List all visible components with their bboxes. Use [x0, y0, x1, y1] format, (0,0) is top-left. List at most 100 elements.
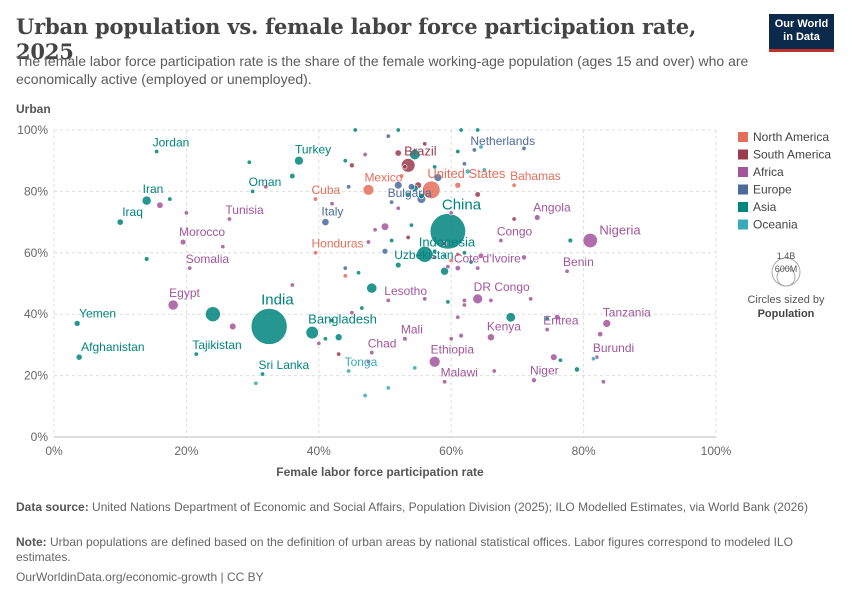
region-legend[interactable]: North America South America Africa Europe As… [738, 130, 831, 232]
data-point[interactable] [167, 299, 179, 311]
data-point[interactable] [73, 320, 81, 327]
data-point[interactable] [429, 213, 466, 250]
data-point[interactable] [591, 356, 597, 362]
data-point[interactable] [428, 356, 441, 368]
data-point[interactable] [475, 127, 481, 133]
data-point[interactable] [528, 296, 534, 302]
data-point[interactable] [187, 265, 193, 271]
legend-label[interactable]: North America [753, 130, 829, 144]
data-point[interactable] [366, 282, 378, 294]
data-point[interactable] [475, 265, 481, 271]
legend-swatch[interactable] [738, 132, 748, 142]
data-point[interactable] [461, 161, 467, 167]
data-point[interactable] [402, 336, 408, 342]
data-point[interactable] [346, 368, 352, 374]
data-point[interactable] [229, 322, 237, 331]
data-point[interactable] [250, 308, 288, 345]
data-point[interactable] [567, 237, 574, 244]
data-point[interactable] [294, 155, 304, 166]
data-point[interactable] [389, 199, 395, 205]
data-point[interactable] [416, 246, 433, 263]
data-point[interactable] [205, 306, 221, 322]
data-point[interactable] [385, 297, 391, 303]
legend-label[interactable]: Oceania [753, 218, 798, 232]
data-point[interactable] [394, 181, 403, 190]
data-point[interactable] [289, 282, 295, 288]
data-point[interactable] [321, 218, 330, 227]
data-point[interactable] [359, 305, 365, 311]
data-point[interactable] [557, 357, 563, 363]
data-point[interactable] [418, 192, 425, 200]
data-point[interactable] [116, 218, 124, 226]
data-point[interactable] [531, 377, 537, 383]
legend-swatch[interactable] [738, 202, 748, 212]
data-point[interactable] [183, 210, 189, 216]
data-point[interactable] [442, 241, 448, 247]
data-point[interactable] [487, 333, 495, 342]
data-point[interactable] [362, 393, 368, 399]
data-point[interactable] [408, 222, 414, 228]
data-point[interactable] [349, 310, 355, 316]
data-point[interactable] [346, 184, 352, 190]
data-point[interactable] [432, 254, 438, 260]
data-point[interactable] [405, 191, 411, 197]
data-point[interactable] [554, 314, 561, 321]
data-point[interactable] [422, 180, 441, 199]
data-point[interactable] [597, 331, 604, 338]
data-point[interactable] [477, 252, 485, 259]
data-point[interactable] [544, 327, 550, 333]
legend-label[interactable]: South America [753, 148, 831, 162]
data-point[interactable] [498, 238, 504, 244]
data-point[interactable] [461, 297, 467, 303]
data-point[interactable] [316, 340, 322, 346]
legend-swatch[interactable] [738, 167, 748, 177]
data-point[interactable] [455, 314, 461, 320]
data-point[interactable] [220, 244, 226, 250]
data-point[interactable] [491, 368, 497, 374]
data-point[interactable] [464, 168, 471, 175]
data-point[interactable] [521, 254, 527, 261]
data-point[interactable] [342, 265, 348, 271]
data-point[interactable] [193, 351, 199, 357]
data-point[interactable] [402, 164, 408, 170]
data-point[interactable] [226, 216, 232, 222]
data-point[interactable] [75, 353, 83, 361]
data-point[interactable] [394, 149, 402, 157]
data-point[interactable] [312, 250, 318, 256]
legend-swatch[interactable] [738, 184, 748, 195]
legend-label[interactable]: Africa [753, 165, 784, 179]
data-point[interactable] [534, 214, 541, 221]
data-point[interactable] [380, 222, 390, 231]
data-point[interactable] [289, 172, 296, 180]
data-point[interactable] [458, 333, 464, 339]
data-point[interactable] [445, 264, 451, 270]
data-point[interactable] [156, 201, 164, 209]
data-point[interactable] [422, 141, 428, 147]
data-point[interactable] [521, 145, 527, 151]
data-point[interactable] [432, 164, 438, 170]
data-point[interactable] [422, 296, 428, 302]
data-point[interactable] [342, 273, 348, 279]
data-point[interactable] [448, 257, 454, 263]
data-point[interactable] [246, 159, 252, 165]
data-point[interactable] [141, 195, 152, 206]
data-point[interactable] [448, 336, 454, 342]
legend-label[interactable]: Europe [753, 183, 792, 197]
data-point[interactable] [461, 250, 467, 256]
data-point[interactable] [263, 184, 269, 190]
data-point[interactable] [395, 261, 402, 269]
data-point[interactable] [471, 147, 477, 153]
data-point[interactable] [407, 183, 416, 191]
data-point[interactable] [511, 216, 517, 222]
data-point[interactable] [409, 149, 421, 161]
data-point[interactable] [336, 351, 342, 357]
data-point[interactable] [445, 299, 451, 305]
data-point[interactable] [154, 148, 160, 154]
data-point[interactable] [432, 248, 438, 254]
data-point[interactable] [179, 238, 187, 246]
footer-url[interactable]: OurWorldinData.org/economic-growth | CC … [16, 570, 836, 585]
data-point[interactable] [454, 265, 461, 272]
data-point[interactable] [334, 333, 343, 341]
data-point[interactable] [349, 162, 355, 169]
data-point[interactable] [474, 191, 481, 198]
